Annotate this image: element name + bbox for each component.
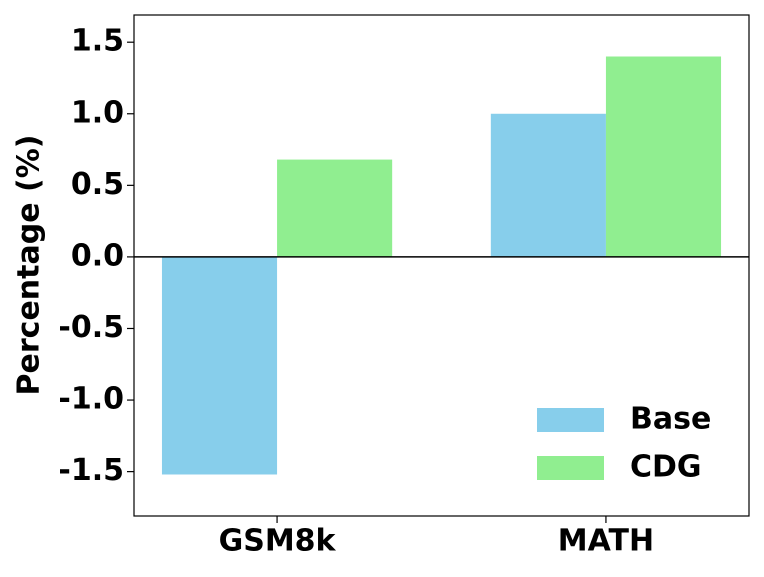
legend-swatch (537, 408, 604, 432)
x-tick-label: GSM8k (219, 524, 337, 559)
x-tick-label: MATH (558, 524, 654, 559)
y-axis-label: Percentage (%) (12, 135, 47, 396)
y-tick-label: -0.5 (58, 310, 124, 345)
bar (490, 113, 606, 257)
plot-frame (133, 14, 750, 517)
y-tick-label: 0.0 (71, 238, 124, 273)
y-tick-label: 1.5 (71, 24, 124, 59)
bar (161, 256, 278, 475)
y-tick-label: 1.0 (71, 95, 124, 130)
bar (277, 159, 393, 257)
y-tick-label: -1.5 (58, 453, 124, 488)
y-tick-label: 0.5 (71, 167, 124, 202)
legend-label: Base (630, 402, 711, 437)
legend-swatch (537, 456, 604, 480)
legend-label: CDG (630, 450, 702, 485)
bar (605, 56, 722, 257)
y-tick-label: -1.0 (58, 382, 124, 417)
